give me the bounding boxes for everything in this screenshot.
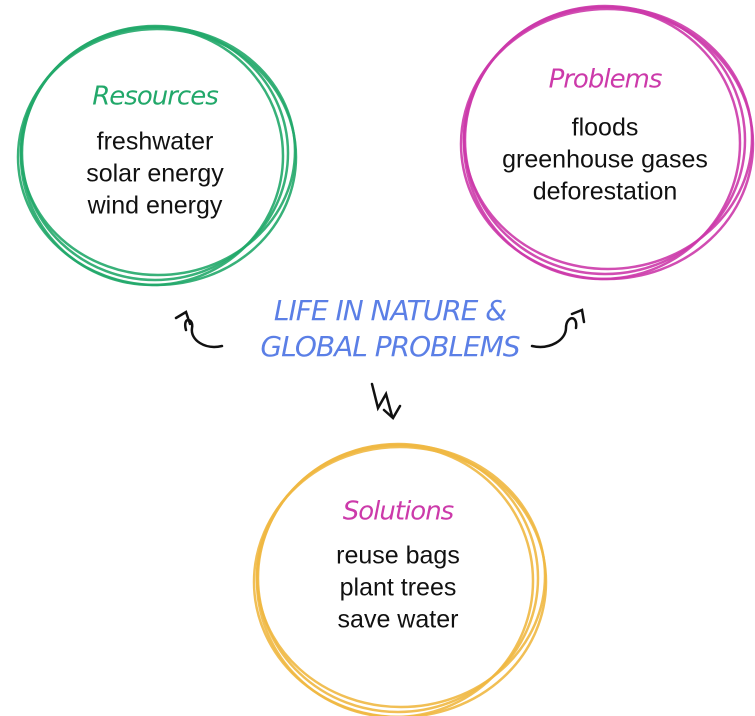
sketch-circle — [255, 443, 535, 716]
center-label: LIFE IN NATURE &GLOBAL PROBLEMS — [260, 294, 520, 363]
node-title: Resources — [92, 82, 218, 112]
node-item: floods — [572, 114, 639, 142]
node: Problems floods greenhouse gases deforestat… — [459, 4, 755, 281]
center-line: LIFE IN NATURE & — [274, 294, 506, 327]
sketch-circle — [459, 7, 755, 281]
node: Solutions reuse bags plant trees save water — [252, 442, 548, 716]
arrow-right — [530, 308, 586, 349]
nodes: Resources freshwater solar energy wind ener… — [16, 4, 755, 716]
arrow-down — [370, 382, 402, 420]
node-item: freshwater — [97, 128, 214, 156]
node-item: save water — [338, 606, 459, 634]
node-item: wind energy — [87, 192, 223, 220]
center-line: GLOBAL PROBLEMS — [260, 330, 519, 363]
node-item: deforestation — [533, 178, 678, 206]
node-item: solar energy — [86, 160, 224, 188]
node: Resources freshwater solar energy wind ener… — [16, 24, 298, 287]
node-title: Solutions — [343, 497, 454, 527]
node-item: greenhouse gases — [502, 146, 708, 174]
node-item: plant trees — [340, 574, 457, 602]
node-item: reuse bags — [336, 542, 460, 570]
sketch-circle — [252, 445, 548, 716]
arrow-left — [174, 310, 224, 349]
sketch-circle — [16, 27, 298, 287]
node-title: Problems — [549, 65, 662, 95]
